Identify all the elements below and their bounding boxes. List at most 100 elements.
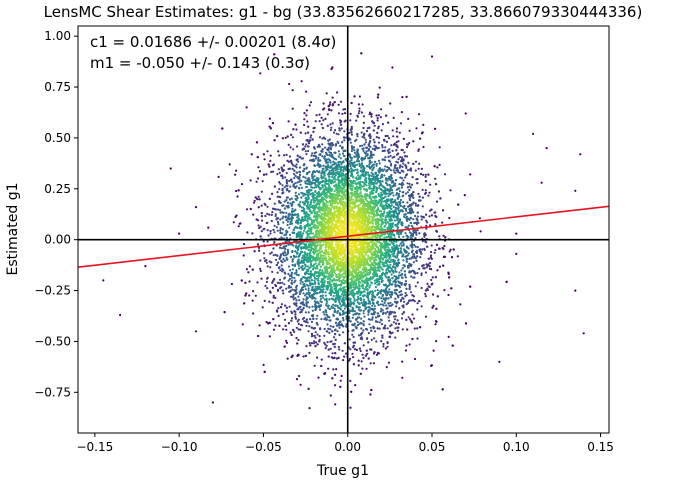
data-point [388,319,391,322]
data-point [374,286,377,289]
data-point [295,271,298,274]
data-point [384,181,388,184]
data-point [379,196,382,199]
data-point [355,305,358,308]
data-point [378,171,381,174]
data-point [334,310,337,313]
data-point [330,109,333,112]
data-point [397,171,400,174]
data-point [328,331,331,334]
data-point [281,184,284,187]
data-point [378,321,381,324]
data-point [269,266,272,269]
data-point [263,158,266,161]
data-point [388,225,391,228]
data-point [419,137,422,140]
data-point [288,190,291,193]
data-point [396,254,399,257]
data-point [291,263,294,267]
data-point [400,269,403,272]
data-point [295,304,298,307]
data-point [433,165,436,168]
data-point [377,291,380,295]
data-point [294,310,297,313]
data-point [310,262,313,265]
data-point [384,165,387,168]
data-point [315,322,318,325]
data-point [325,297,328,300]
data-point [393,219,396,222]
data-point [343,154,346,158]
data-point [119,313,122,317]
data-point [338,306,341,309]
data-point [414,160,418,163]
data-point [329,325,332,328]
data-point [386,310,389,313]
data-point [369,145,372,148]
data-point [329,319,332,322]
data-point [304,145,307,148]
data-point [314,190,317,193]
data-point [371,304,374,307]
data-point [410,320,413,323]
data-point [306,321,309,324]
data-point [344,297,348,300]
data-point [330,144,334,147]
data-point [301,281,304,284]
data-point [294,313,297,316]
data-point [259,235,262,238]
data-point [332,303,335,306]
data-point [321,148,324,151]
data-point [405,95,408,98]
data-point [373,351,376,354]
data-point [479,230,482,233]
data-point [307,284,310,287]
data-point [439,197,442,200]
data-point [430,254,433,257]
data-point [403,270,406,273]
data-point [407,161,410,164]
data-point [305,292,308,295]
data-point [349,164,352,168]
data-point [248,265,251,268]
data-point [272,296,275,299]
data-point [309,270,312,273]
data-point [414,214,417,218]
data-point [303,147,306,150]
data-point [307,311,310,314]
data-point [270,261,273,264]
data-point [362,294,365,297]
data-point [350,156,353,159]
data-point [441,221,444,224]
data-point [394,315,397,318]
data-point [427,285,430,288]
data-point [262,173,266,176]
data-point [356,135,359,138]
data-point [317,279,320,282]
data-point [390,144,393,147]
data-point [313,159,316,162]
data-point [377,141,381,144]
data-point [380,340,383,343]
data-point [378,184,381,187]
data-point [245,208,249,211]
data-point [284,324,287,327]
data-point [342,331,345,334]
data-point [362,329,365,332]
data-point [375,164,378,167]
data-point [295,255,298,258]
data-point [295,288,298,291]
data-point [320,174,323,177]
data-point [310,326,313,329]
data-point [327,139,330,142]
data-point [358,95,361,98]
data-point [280,247,283,250]
data-point [426,221,429,224]
data-point [324,169,327,172]
data-point [379,116,382,119]
data-point [362,309,365,312]
data-point [420,252,423,255]
data-point [313,274,316,277]
data-point [268,260,271,263]
data-point [294,191,297,194]
